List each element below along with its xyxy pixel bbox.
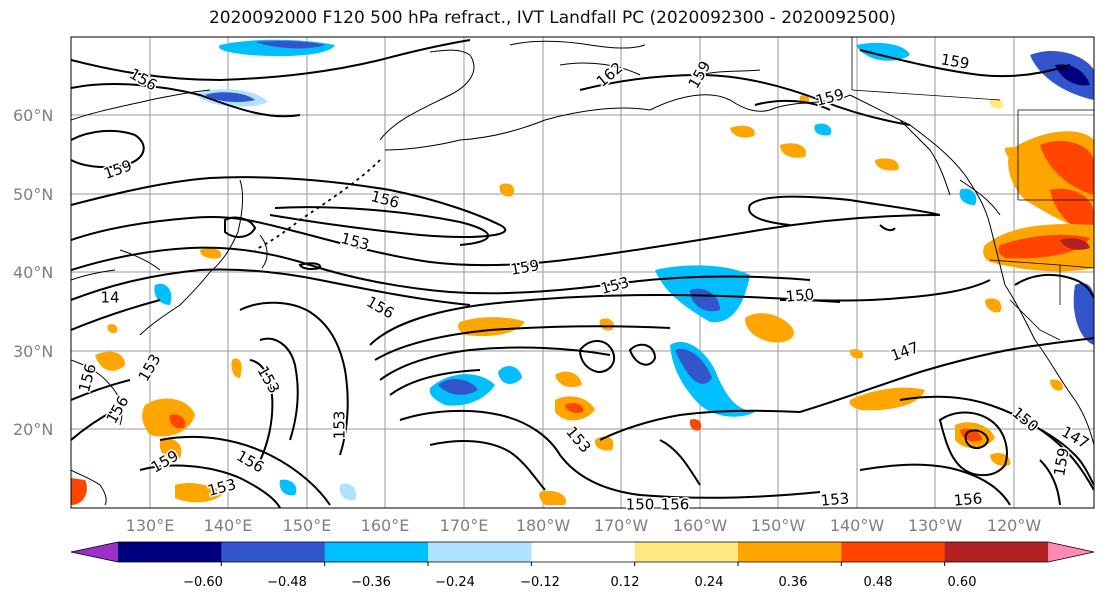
negative-anomaly-patches (154, 39, 1094, 501)
colorbar-tick-label: 0.24 (695, 575, 724, 590)
colorbar-tick-label: −0.60 (183, 575, 223, 590)
lat-label: 40°N (13, 263, 53, 282)
colorbar-segment (738, 542, 842, 562)
lon-label: 130°E (126, 516, 175, 535)
contour-label: 156 (953, 489, 983, 509)
colorbar-segment (428, 542, 532, 562)
lat-label: 50°N (13, 185, 53, 204)
colorbar (70, 541, 1095, 566)
colorbar-extend-max (1048, 542, 1094, 562)
contour-label: 14 (100, 289, 119, 307)
lon-label: 170°E (440, 516, 489, 535)
colorbar-tick-label: 0.36 (779, 575, 808, 590)
positive-anomaly-patches (71, 95, 1094, 505)
contour-label: 150 (785, 285, 815, 305)
contour-label: 153 (331, 411, 349, 440)
lat-label: 20°N (13, 420, 53, 439)
colorbar-labels: −0.60 −0.48 −0.36 −0.24 −0.12 0.12 0.24 … (183, 575, 976, 590)
colorbar-extend-min (71, 542, 118, 562)
lat-label: 60°N (13, 106, 53, 125)
coastlines (71, 40, 1094, 506)
lon-label: 180°W (516, 516, 571, 535)
lon-label: 140°W (830, 516, 885, 535)
colorbar-tick-label: 0.12 (611, 575, 640, 590)
colorbar-segment (944, 542, 1049, 562)
colorbar-outline (70, 541, 1095, 563)
lon-label: 160°E (361, 516, 410, 535)
map-title: 2020092000 F120 500 hPa refract., IVT La… (208, 8, 896, 28)
contour-label: 150 (626, 496, 655, 514)
lat-label: 30°N (13, 342, 53, 361)
longitude-labels: 130°E 140°E 150°E 160°E 170°E 180°W 170°… (126, 516, 1042, 535)
lon-label: 150°E (283, 516, 332, 535)
lon-label: 130°W (908, 516, 963, 535)
lon-label: 160°W (673, 516, 728, 535)
dotted-line (254, 159, 381, 251)
colorbar-tick-label: −0.24 (435, 575, 475, 590)
colorbar-tick-label: −0.48 (267, 575, 307, 590)
contour-label: 156 (661, 496, 690, 514)
lon-label: 120°W (987, 516, 1042, 535)
contour-label: 159 (1050, 446, 1073, 477)
refractivity-contours (71, 39, 1094, 508)
colorbar-tick-label: 0.60 (948, 575, 977, 590)
colorbar-segment (221, 542, 326, 562)
political-boundaries (851, 37, 1094, 341)
colorbar-segment (324, 542, 429, 562)
colorbar-tick-label: −0.12 (520, 575, 560, 590)
lon-label: 140°E (204, 516, 253, 535)
colorbar-tick-label: −0.36 (351, 575, 391, 590)
map-frame (70, 36, 1095, 509)
lon-label: 170°W (594, 516, 649, 535)
contour-label: 153 (820, 489, 850, 509)
lon-label: 150°W (751, 516, 806, 535)
colorbar-segment (531, 542, 636, 562)
colorbar-segment (841, 542, 946, 562)
colorbar-segment (634, 542, 739, 562)
colorbar-tick-label: 0.48 (864, 575, 893, 590)
latitude-labels: 60°N 50°N 40°N 30°N 20°N (13, 106, 53, 439)
colorbar-segment (118, 542, 222, 562)
